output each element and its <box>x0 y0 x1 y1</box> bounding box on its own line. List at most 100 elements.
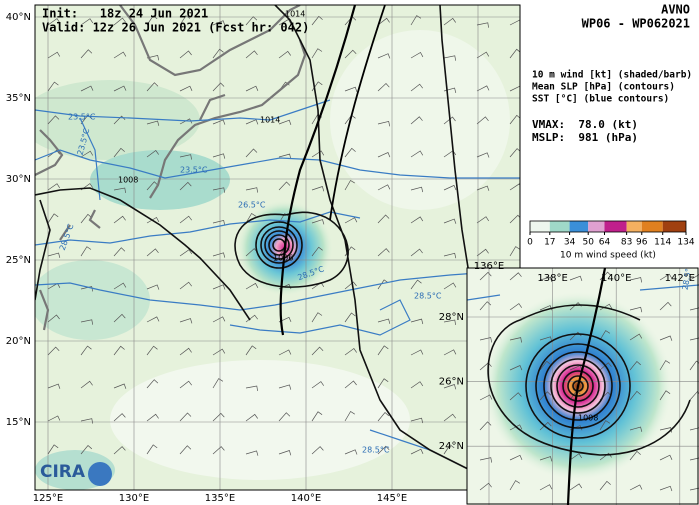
wind-barb <box>479 421 492 431</box>
wind-barb <box>443 349 457 356</box>
wind-barb <box>278 316 292 323</box>
wind-barb <box>377 53 391 59</box>
wind-barb <box>245 450 259 456</box>
wind-barb <box>539 336 553 342</box>
contour-label: 1008 <box>578 414 598 423</box>
wind-barb <box>479 271 492 281</box>
wind-barb <box>659 454 673 461</box>
colorbar-segment <box>549 221 570 232</box>
wind-barb <box>311 48 323 59</box>
slp-contour <box>329 5 386 221</box>
wind-barb <box>599 362 612 371</box>
main-map: 1014 1014 1008 23.5°C 23.5°C 23.5°C 26.5… <box>35 5 520 490</box>
wind-barb <box>47 252 61 258</box>
wind-barb <box>80 150 94 158</box>
wind-barb <box>344 49 357 59</box>
wind-barb <box>47 183 60 191</box>
slp-contour <box>535 343 621 429</box>
wind-barb <box>659 335 673 341</box>
wind-barb <box>344 380 357 389</box>
wind-barb <box>659 427 673 433</box>
wind-barb <box>212 20 226 26</box>
contour-label: 28.5°C <box>362 446 390 455</box>
wind-barb <box>659 360 671 371</box>
wind-barb <box>569 453 582 461</box>
wind-barb <box>47 18 61 26</box>
wind-barb <box>113 345 125 356</box>
lat-tick-label: 35°N <box>6 93 31 104</box>
wind-barb <box>80 286 94 292</box>
slp-contour <box>567 375 589 397</box>
wind-barb <box>443 184 457 191</box>
wind-barb <box>659 485 673 492</box>
colorbar-segment <box>530 221 550 232</box>
wind-barb <box>479 482 492 491</box>
sst-contour <box>467 284 699 301</box>
logo-text: CIRA <box>40 462 86 482</box>
wind-barb <box>212 119 226 125</box>
wind-barb <box>509 365 523 371</box>
wind-barb <box>476 85 490 92</box>
lon-tick-label: 136°E <box>474 261 504 272</box>
wind-barb <box>146 248 159 257</box>
wind-barb <box>377 318 391 324</box>
wind-barb <box>179 181 192 191</box>
wind-barb <box>689 360 699 371</box>
wind-barb <box>344 281 357 290</box>
wind-shading <box>110 360 410 480</box>
wind-barb <box>311 381 324 389</box>
colorbar-tick-label: 34 <box>564 238 576 248</box>
lon-tick-label: 130°E <box>119 493 149 504</box>
lat-tick-label: 30°N <box>6 174 31 185</box>
wind-barb <box>146 316 160 323</box>
wind-barb <box>47 213 59 224</box>
wind-barb <box>146 413 159 422</box>
lon-tick-label: 142°E <box>665 273 695 284</box>
contour-label: 1014 <box>285 10 305 19</box>
wind-barb <box>377 248 390 257</box>
colorbar-tick-label: 50 <box>582 238 594 248</box>
wind-barb <box>509 392 522 401</box>
inset-frame <box>466 267 699 505</box>
wind-barb <box>113 282 127 290</box>
wind-barb <box>311 312 323 323</box>
colorbar-frame <box>529 220 687 233</box>
contour-label: 1014 <box>260 116 280 125</box>
wind-barb <box>599 303 613 311</box>
init-time: Init: 18z 24 Jun 2021 <box>42 7 208 21</box>
wind-barb <box>443 384 457 390</box>
wind-barb <box>113 85 127 92</box>
wind-barb <box>311 15 323 26</box>
wind-barb <box>410 417 424 424</box>
wind-barb <box>113 115 126 125</box>
lon-tick-label: 135°E <box>205 493 235 504</box>
wind-barb <box>212 348 226 356</box>
inset-map: 1008 28.5°C <box>467 268 699 505</box>
wind-barb <box>311 446 324 455</box>
wind-barb <box>80 445 93 455</box>
wind-barb <box>509 48 520 59</box>
wind-barb <box>476 248 489 257</box>
lat-tick-label: 40°N <box>6 12 31 23</box>
colorbar-tick-label: 83 <box>621 238 632 248</box>
wind-barb <box>509 303 522 311</box>
wind-barb <box>179 215 192 224</box>
wind-barb <box>47 149 60 158</box>
wind-barb <box>443 413 456 422</box>
wind-barb <box>278 119 292 126</box>
wind-barb <box>344 348 357 356</box>
wind-barb <box>311 346 324 356</box>
wind-barb <box>410 15 422 26</box>
wind-barb <box>113 313 126 323</box>
wind-barb <box>629 306 643 313</box>
wind-barb <box>476 22 489 28</box>
wind-barb <box>410 381 424 389</box>
colorbar-segment <box>569 221 589 232</box>
wind-barb <box>245 345 257 356</box>
wind-barb <box>212 153 226 159</box>
wind-barb <box>377 445 390 455</box>
wind-barb <box>80 380 93 389</box>
wind-barb <box>689 337 699 341</box>
wind-barb <box>599 452 612 461</box>
wind-barb <box>410 186 424 193</box>
